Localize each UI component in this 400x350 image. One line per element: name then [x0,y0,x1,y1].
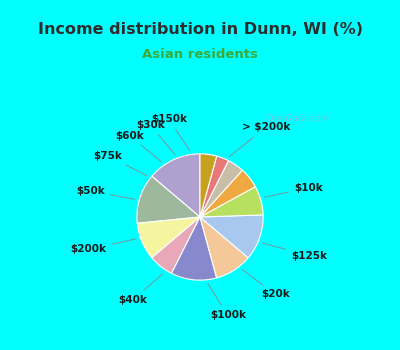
Text: $200k: $200k [71,239,136,254]
Text: $150k: $150k [151,114,190,150]
Text: $50k: $50k [76,186,135,200]
Wedge shape [200,154,217,217]
Wedge shape [137,176,200,223]
Text: > $200k: > $200k [230,122,290,156]
Wedge shape [200,161,242,217]
Text: $40k: $40k [118,273,163,305]
Wedge shape [152,154,200,217]
Wedge shape [200,170,255,217]
Wedge shape [200,217,248,278]
Text: $75k: $75k [94,151,147,176]
Text: $10k: $10k [264,183,323,197]
Text: $100k: $100k [208,284,246,320]
Text: City-Data.com: City-Data.com [265,114,329,123]
Wedge shape [200,187,263,217]
Wedge shape [152,217,200,273]
Wedge shape [137,217,200,258]
Text: $20k: $20k [242,270,290,300]
Text: $60k: $60k [115,131,161,162]
Text: $125k: $125k [262,243,327,260]
Wedge shape [200,215,263,258]
Wedge shape [172,217,217,280]
Text: $30k: $30k [136,120,175,154]
Wedge shape [200,156,228,217]
Text: Income distribution in Dunn, WI (%): Income distribution in Dunn, WI (%) [38,22,362,37]
Text: Asian residents: Asian residents [142,48,258,61]
